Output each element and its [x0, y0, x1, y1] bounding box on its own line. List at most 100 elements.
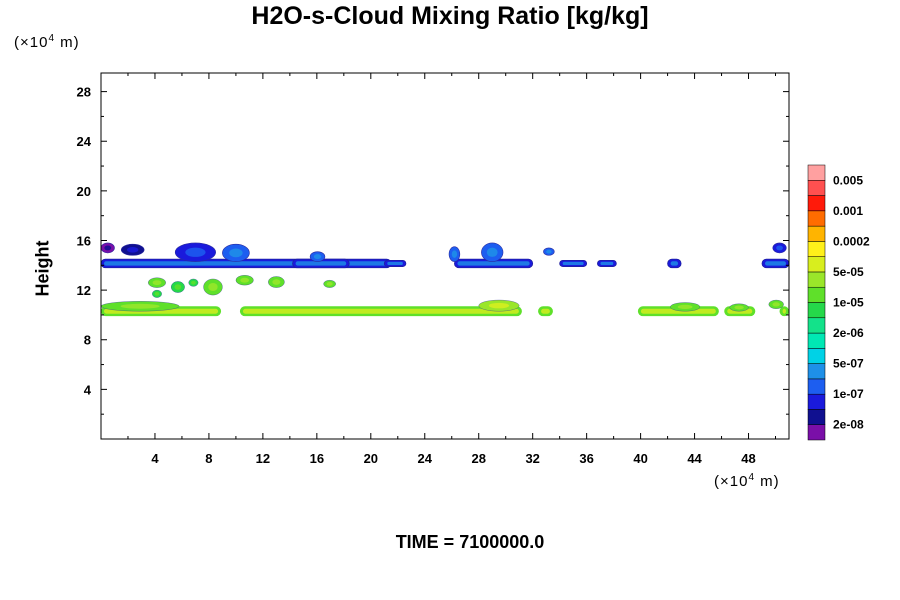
upper-cloud-band-6	[667, 258, 682, 269]
colorbar-swatch-7	[807, 317, 826, 334]
upper-cloud-band-2-core	[387, 261, 403, 265]
colorbar-swatch-8	[807, 302, 826, 319]
y-tick-label-12: 12	[77, 283, 91, 298]
time-label: TIME = 7100000.0	[395, 532, 545, 552]
lower-cloud-blob-24	[478, 299, 520, 312]
upper-cloud-blob-14-core	[486, 247, 498, 257]
colorbar-swatch-3	[807, 378, 826, 395]
lower-cloud-blob-31	[203, 278, 223, 296]
lower-cloud-band-18	[239, 306, 522, 317]
y-unit-prefix: (×10	[14, 34, 49, 51]
colorbar-swatch-4	[807, 363, 826, 380]
upper-cloud-blob-13-core	[451, 250, 458, 258]
lower-cloud-blob-35-core	[154, 291, 160, 296]
upper-cloud-band-2	[383, 259, 407, 267]
colorbar-swatch-13	[807, 225, 826, 242]
upper-cloud-blob-15	[543, 247, 555, 256]
colorbar-label-8: 0.005	[833, 173, 863, 187]
lower-cloud-blob-30	[188, 278, 199, 287]
upper-cloud-blob-14	[481, 242, 504, 262]
colorbar-swatch-16	[807, 180, 826, 196]
lower-cloud-band-18-core	[242, 308, 519, 314]
upper-cloud-blob-10-core	[126, 247, 139, 253]
y-tick-label-8: 8	[84, 333, 91, 348]
lower-cloud-blob-24-core	[488, 302, 510, 309]
plot-frame	[100, 72, 790, 440]
y-unit-suffix: m)	[55, 34, 80, 51]
upper-cloud-band-5-core	[600, 261, 614, 265]
y-unit-exponent: 4	[48, 33, 56, 44]
lower-cloud-blob-26	[729, 303, 749, 312]
upper-cloud-band-4	[559, 259, 588, 267]
upper-cloud-blob-10	[120, 243, 145, 256]
colorbar-swatch-6	[807, 332, 826, 349]
x-tick-label-44: 44	[687, 451, 702, 466]
colorbar-swatch-2	[807, 393, 826, 410]
upper-cloud-band-7-core	[765, 261, 786, 266]
lower-cloud-blob-32-core	[240, 277, 250, 283]
x-tick-label-20: 20	[364, 451, 378, 466]
lower-cloud-blob-26-core	[734, 305, 744, 310]
upper-cloud-blob-16-core	[776, 245, 783, 251]
cloud-features	[100, 242, 790, 317]
lower-cloud-blob-30-core	[191, 280, 196, 285]
upper-cloud-blob-12	[309, 251, 326, 262]
lower-cloud-band-19-core	[541, 308, 550, 314]
upper-cloud-blob-12-core	[313, 254, 322, 260]
colorbar-swatch-11	[807, 256, 826, 273]
lower-cloud-blob-34	[323, 280, 336, 288]
colorbar-swatch-17	[807, 164, 826, 181]
colorbar-swatch-1	[807, 409, 826, 425]
x-tick-label-4: 4	[151, 451, 159, 466]
lower-cloud-blob-23-core	[120, 303, 160, 309]
lower-cloud-blob-31-core	[208, 282, 218, 292]
colorbar-swatch-0	[807, 424, 826, 441]
lower-cloud-band-20-core	[640, 308, 716, 314]
lower-cloud-blob-28	[148, 277, 166, 288]
x-tick-label-16: 16	[310, 451, 324, 466]
upper-cloud-blob-9	[222, 243, 250, 262]
lower-cloud-band-22-core	[782, 308, 786, 314]
lower-cloud-blob-28-core	[152, 280, 162, 286]
lower-cloud-band-19	[538, 306, 553, 317]
y-tick-label-16: 16	[77, 233, 91, 248]
colorbar-swatch-5	[807, 348, 826, 364]
upper-cloud-band-1-core	[295, 261, 347, 266]
x-tick-label-32: 32	[525, 451, 539, 466]
upper-cloud-band-6-core	[670, 261, 679, 266]
upper-cloud-blob-9-core	[229, 248, 243, 258]
lower-cloud-blob-23	[100, 301, 180, 312]
colorbar-label-3: 2e-06	[833, 326, 864, 340]
upper-cloud-blob-11-core	[104, 245, 112, 251]
lower-cloud-blob-27-core	[772, 302, 780, 307]
upper-cloud-band-5	[597, 259, 617, 267]
colorbar-swatch-12	[807, 241, 826, 257]
lower-cloud-blob-29	[170, 281, 185, 293]
upper-cloud-blob-15-core	[546, 249, 552, 254]
lower-cloud-blob-32	[235, 275, 254, 286]
colorbar: 2e-08 1e-07 5e-07 2e-06 1e-05 5e-05 0.0002 0.00…	[807, 164, 870, 441]
colorbar-label-2: 5e-07	[833, 357, 864, 371]
lower-cloud-band-22	[779, 306, 789, 317]
lower-cloud-blob-29-core	[174, 284, 182, 290]
x-tick-label-48: 48	[741, 451, 755, 466]
upper-cloud-band-3	[454, 258, 534, 269]
y-tick-label-24: 24	[77, 134, 92, 149]
x-tick-label-12: 12	[256, 451, 270, 466]
colorbar-label-6: 0.0002	[833, 234, 870, 248]
colorbar-label-0: 2e-08	[833, 418, 864, 432]
upper-cloud-blob-8-core	[185, 247, 206, 257]
upper-cloud-band-4-core	[562, 261, 584, 265]
x-unit-prefix: (×10	[714, 473, 749, 490]
lower-cloud-blob-25	[670, 302, 701, 312]
y-tick-label-4: 4	[84, 382, 92, 397]
x-tick-label-28: 28	[471, 451, 485, 466]
lower-cloud-blob-33-core	[272, 279, 281, 285]
x-unit-suffix: m)	[755, 473, 780, 490]
upper-cloud-blob-8	[174, 242, 216, 262]
y-tick-label-20: 20	[77, 184, 91, 199]
y-axis-unit: (×104 m)	[14, 33, 80, 51]
x-unit-exponent: 4	[748, 472, 756, 483]
